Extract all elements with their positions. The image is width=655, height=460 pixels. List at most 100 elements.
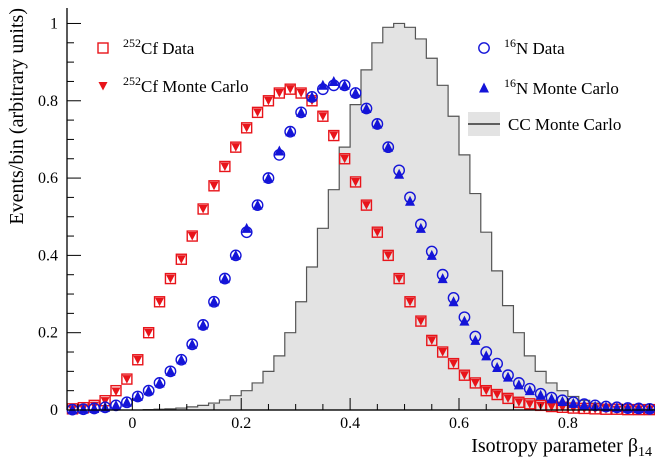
data-point bbox=[579, 399, 590, 410]
data-point bbox=[339, 79, 350, 90]
legend-item-4: CC Monte Carlo bbox=[468, 112, 621, 136]
data-point bbox=[503, 371, 513, 382]
axes: 0 0.2 0.4 0.6 0.8 0 0.2 0.4 0.6 0.8 1 bbox=[38, 8, 655, 432]
data-point bbox=[220, 162, 230, 171]
data-point bbox=[155, 297, 165, 307]
data-point bbox=[349, 176, 362, 188]
data-point bbox=[111, 399, 121, 410]
legend-label: 252Cf Monte Carlo bbox=[123, 74, 249, 96]
plot-area bbox=[66, 22, 655, 416]
y-tick-label: 1 bbox=[50, 15, 58, 32]
x-tick-label: 0 bbox=[128, 415, 136, 432]
data-point bbox=[274, 89, 284, 98]
data-point bbox=[273, 87, 286, 99]
data-point bbox=[458, 369, 471, 381]
data-point bbox=[132, 390, 143, 401]
data-point bbox=[405, 297, 415, 307]
y-tick-label: 0.4 bbox=[38, 247, 58, 264]
legend-item-1: 252Cf Monte Carlo bbox=[98, 74, 249, 96]
data-point bbox=[394, 168, 405, 179]
x-tick-label: 0.6 bbox=[449, 415, 469, 432]
data-point bbox=[459, 371, 469, 380]
data-point bbox=[241, 222, 252, 233]
legend-marker bbox=[97, 42, 109, 54]
data-point bbox=[307, 91, 317, 102]
data-point bbox=[568, 397, 579, 408]
data-point bbox=[383, 141, 394, 152]
data-point bbox=[153, 296, 166, 308]
legend-marker bbox=[479, 82, 489, 93]
data-point bbox=[351, 177, 361, 187]
data-point bbox=[372, 118, 383, 129]
data-point bbox=[525, 400, 535, 409]
data-point bbox=[448, 296, 459, 307]
data-point bbox=[480, 384, 492, 397]
data-point bbox=[317, 79, 328, 90]
data-point bbox=[514, 398, 524, 407]
data-point bbox=[296, 89, 306, 98]
legend: 252Cf Data 252Cf Monte Carlo 16N Data 16N M… bbox=[97, 36, 621, 136]
data-point bbox=[209, 181, 219, 191]
data-point bbox=[361, 103, 372, 113]
data-point bbox=[404, 296, 416, 308]
data-point bbox=[317, 110, 329, 122]
data-point bbox=[219, 273, 230, 284]
data-point bbox=[426, 334, 438, 347]
data-point bbox=[122, 375, 132, 384]
data-point bbox=[491, 388, 503, 401]
data-point bbox=[251, 106, 264, 119]
data-point bbox=[175, 253, 188, 265]
data-point bbox=[503, 394, 513, 403]
data-point bbox=[415, 222, 426, 233]
data-point bbox=[165, 365, 176, 376]
data-point bbox=[338, 153, 351, 165]
legend-item-0: 252Cf Data bbox=[97, 36, 195, 58]
data-point bbox=[165, 274, 175, 284]
data-point bbox=[437, 273, 448, 284]
data-point bbox=[176, 354, 187, 365]
legend-label: 16N Data bbox=[504, 36, 565, 58]
data-point bbox=[513, 396, 525, 408]
data-point bbox=[263, 96, 273, 106]
data-point bbox=[154, 377, 165, 388]
data-point bbox=[481, 350, 492, 361]
data-point bbox=[470, 334, 481, 345]
x-tick-label: 0.2 bbox=[231, 415, 251, 432]
y-tick-label: 0 bbox=[50, 402, 58, 419]
data-point bbox=[546, 393, 557, 404]
legend-item-3: 16N Monte Carlo bbox=[479, 76, 619, 98]
data-point bbox=[262, 95, 275, 107]
data-point bbox=[547, 402, 557, 412]
y-tick-label: 0.6 bbox=[38, 170, 58, 187]
data-point bbox=[132, 354, 144, 366]
data-point bbox=[121, 396, 132, 407]
data-point bbox=[415, 315, 427, 327]
data-point bbox=[557, 395, 568, 406]
data-point bbox=[253, 108, 263, 117]
data-point bbox=[274, 145, 285, 156]
data-point bbox=[198, 205, 208, 214]
data-point bbox=[209, 296, 219, 307]
data-point bbox=[328, 75, 339, 86]
data-point bbox=[350, 87, 361, 98]
data-point bbox=[242, 123, 252, 133]
data-point bbox=[394, 274, 404, 284]
data-point bbox=[329, 131, 339, 141]
data-point bbox=[78, 403, 89, 414]
data-point bbox=[176, 255, 186, 264]
data-point bbox=[197, 203, 209, 215]
data-point bbox=[252, 199, 263, 210]
data-point bbox=[295, 87, 307, 99]
data-point bbox=[513, 379, 524, 390]
legend-label: 252Cf Data bbox=[123, 36, 195, 58]
legend-label: CC Monte Carlo bbox=[508, 115, 621, 134]
legend-label: 16N Monte Carlo bbox=[504, 76, 619, 98]
data-point bbox=[492, 390, 502, 400]
data-point bbox=[187, 338, 198, 349]
data-point bbox=[198, 319, 209, 330]
data-point bbox=[144, 328, 154, 338]
data-point bbox=[230, 141, 242, 153]
data-point bbox=[436, 346, 449, 358]
data-point bbox=[524, 398, 536, 410]
y-tick-label: 0.2 bbox=[38, 325, 58, 342]
